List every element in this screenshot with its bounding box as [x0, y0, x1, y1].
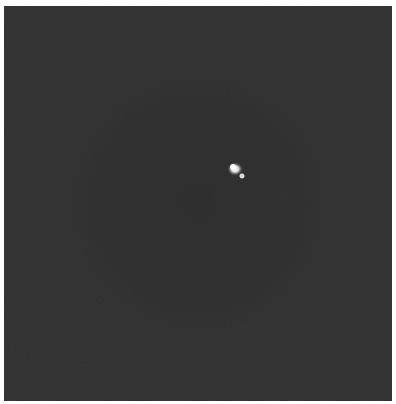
- noise-texture: [4, 6, 392, 401]
- point-source-companion: [240, 174, 245, 179]
- image-frame: [4, 6, 392, 401]
- astronomical-image: [4, 6, 392, 401]
- point-source-core: [230, 164, 236, 170]
